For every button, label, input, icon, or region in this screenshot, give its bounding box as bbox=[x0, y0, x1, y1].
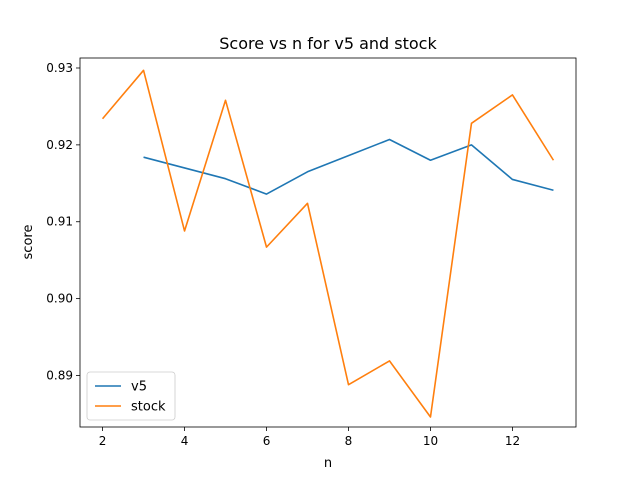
y-tick-label: 0.92 bbox=[46, 138, 73, 152]
x-tick-label: 10 bbox=[423, 434, 438, 448]
y-tick-label: 0.89 bbox=[46, 368, 73, 382]
legend-label-stock: stock bbox=[131, 400, 166, 415]
plot-area: 2 4 6 8 10 12 0.89 0.90 0.91 0.92 0.93 v5 stock bbox=[46, 57, 577, 448]
series-line-stock bbox=[101, 69, 555, 418]
x-tick-label: 2 bbox=[99, 434, 107, 448]
chart-title: Score vs n for v5 and stock bbox=[219, 34, 437, 53]
x-tick-label: 8 bbox=[345, 434, 353, 448]
y-tick-label: 0.93 bbox=[46, 61, 73, 75]
y-axis-label: score bbox=[21, 225, 36, 260]
y-tick-label: 0.91 bbox=[46, 215, 73, 229]
series-line-v5 bbox=[143, 138, 554, 195]
x-tick-label: 4 bbox=[181, 434, 189, 448]
x-tick-label: 6 bbox=[263, 434, 271, 448]
legend-box bbox=[86, 371, 176, 421]
x-axis-label: n bbox=[324, 456, 332, 471]
axes-frame bbox=[79, 57, 577, 428]
x-tick-label: 12 bbox=[505, 434, 520, 448]
y-tick-label: 0.90 bbox=[46, 292, 73, 306]
legend-label-v5: v5 bbox=[131, 380, 147, 395]
